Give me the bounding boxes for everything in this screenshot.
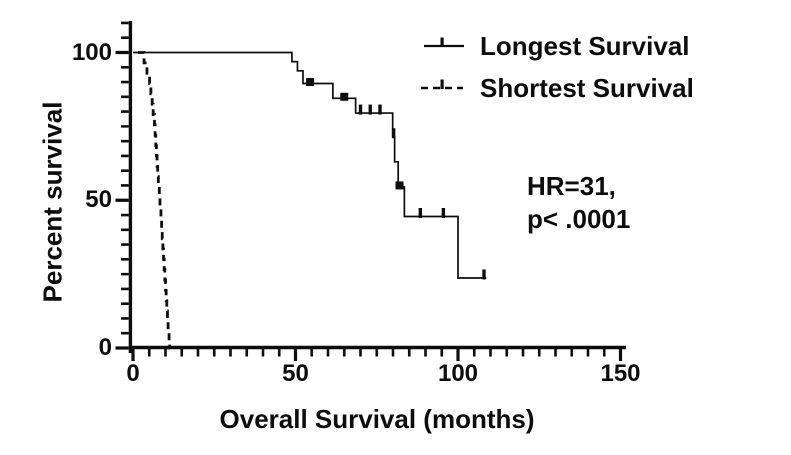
p-value-text: p< .0001 <box>527 204 631 234</box>
censor-mark-tick-longest-survival <box>358 104 363 115</box>
censor-mark-square-longest-survival <box>395 181 404 190</box>
y-tick-label-100: 100 <box>71 38 112 66</box>
censor-mark-tick-longest-survival <box>378 104 382 115</box>
x-tick-label-100: 100 <box>437 360 479 387</box>
censor-mark-tick-longest-survival <box>418 208 422 219</box>
y-tick-label-50: 50 <box>85 186 112 214</box>
curve-shortest-survival <box>137 51 172 350</box>
x-axis-title: Overall Survival (months) <box>219 404 535 434</box>
x-tick-label-50: 50 <box>282 360 309 387</box>
censor-mark-tick-longest-survival <box>368 104 372 115</box>
censor-mark-tick-longest-survival <box>441 208 446 219</box>
legend-label-shortest-survival: Shortest Survival <box>480 73 694 103</box>
y-axis-minor-ticks <box>121 21 129 335</box>
y-axis-major-ticks <box>115 50 129 350</box>
curve-longest-survival <box>133 51 487 279</box>
censor-mark-square-longest-survival <box>340 92 349 101</box>
censor-mark-tick-longest-survival <box>482 269 486 280</box>
y-tick-label-0: 0 <box>98 334 112 361</box>
x-axis-major-ticks <box>131 347 623 361</box>
stats-annotation: HR=31, p< .0001 <box>527 170 630 236</box>
legend-key-censor-tick-shortest-survival <box>440 79 444 89</box>
x-tick-label-150: 150 <box>600 360 641 387</box>
legend-key-censor-tick-longest-survival <box>440 37 444 47</box>
x-axis-minor-ticks <box>147 347 606 357</box>
x-tick-label-0: 0 <box>126 360 140 387</box>
legend-label-longest-survival: Longest Survival <box>480 31 690 61</box>
censor-mark-square-longest-survival <box>306 78 315 87</box>
censor-mark-tick-longest-survival <box>391 128 396 139</box>
hazard-ratio-text: HR=31, <box>527 171 616 201</box>
